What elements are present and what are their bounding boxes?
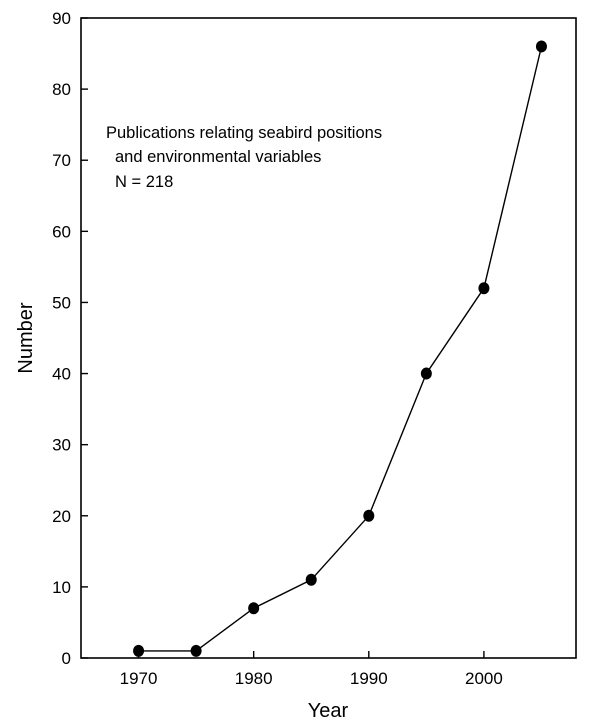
x-tick-label: 1970 <box>120 669 158 688</box>
x-tick-label: 2000 <box>465 669 503 688</box>
y-tick-label: 40 <box>52 365 71 384</box>
x-axis: 1970 1980 1990 2000 <box>120 651 503 688</box>
y-tick-label: 0 <box>62 649 71 668</box>
x-tick-label: 1980 <box>235 669 273 688</box>
data-point <box>190 644 202 657</box>
data-point <box>133 644 145 657</box>
y-tick-label: 80 <box>52 80 71 99</box>
y-tick-label: 60 <box>52 222 71 241</box>
annotation-line-3: N = 218 <box>115 173 173 191</box>
y-tick-label: 70 <box>52 151 71 170</box>
y-axis-title: Number <box>15 302 37 373</box>
data-point <box>363 509 375 522</box>
y-tick-label: 20 <box>52 507 71 526</box>
annotation-line-1: Publications relating seabird positions <box>106 124 382 142</box>
x-tick-label: 1990 <box>350 669 388 688</box>
series-publications <box>133 40 547 657</box>
annotation-line-2: and environmental variables <box>115 148 321 166</box>
y-tick-label: 10 <box>52 578 71 597</box>
data-point <box>535 40 547 53</box>
y-tick-label: 50 <box>52 293 71 312</box>
data-point <box>478 282 490 295</box>
annotation: Publications relating seabird positions … <box>106 124 382 191</box>
x-axis-title: Year <box>308 700 349 721</box>
data-point <box>305 573 317 586</box>
y-axis: 0 10 20 30 40 50 60 70 80 90 <box>52 9 88 668</box>
series-line <box>138 46 543 652</box>
data-point <box>420 367 432 380</box>
y-tick-label: 30 <box>52 436 71 455</box>
y-tick-label: 90 <box>52 9 71 28</box>
data-point <box>248 602 260 615</box>
plot-frame <box>80 17 577 659</box>
